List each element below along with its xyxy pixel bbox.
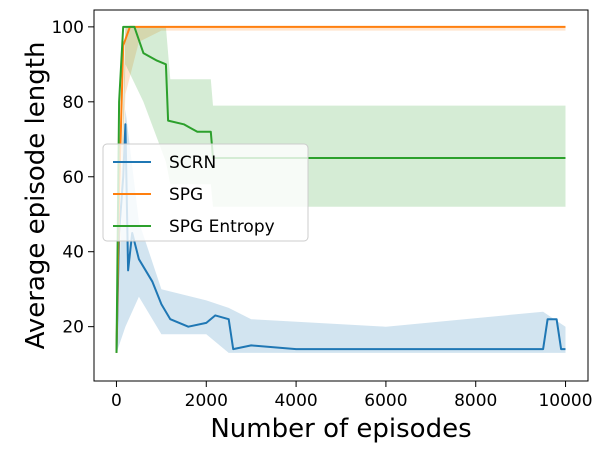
x-tick-label: 8000 xyxy=(454,391,497,411)
y-tick-label: 20 xyxy=(62,318,84,338)
series-line-spg xyxy=(115,25,566,353)
legend-label: SPG Entropy xyxy=(169,217,275,237)
y-tick-label: 40 xyxy=(62,243,84,263)
y-axis-label: Average episode length xyxy=(21,42,51,350)
legend-label: SPG xyxy=(169,185,203,205)
series-line-spg-entropy xyxy=(115,25,566,353)
legend: SCRN SPG SPG Entropy xyxy=(102,143,309,242)
x-tick-label: 2000 xyxy=(185,391,228,411)
x-axis-ticks: 0 2000 4000 6000 8000 10000 xyxy=(111,381,593,411)
confidence-bands xyxy=(116,26,566,353)
band-spg-entropy xyxy=(116,26,566,353)
x-tick-label: 0 xyxy=(111,391,122,411)
y-axis-ticks: 20 40 60 80 100 xyxy=(52,18,94,338)
plot-frame xyxy=(93,9,589,382)
y-tick-label: 80 xyxy=(62,93,84,113)
y-tick-label: 100 xyxy=(52,18,84,38)
legend-label: SCRN xyxy=(169,153,216,173)
y-tick-label: 60 xyxy=(62,168,84,188)
series-line-scrn xyxy=(115,123,566,353)
x-tick-label: 6000 xyxy=(364,391,407,411)
legend-box xyxy=(102,143,309,242)
x-tick-label: 10000 xyxy=(538,391,592,411)
x-tick-label: 4000 xyxy=(274,391,317,411)
x-axis-label: Number of episodes xyxy=(210,414,471,444)
band-scrn xyxy=(116,109,566,353)
series-lines xyxy=(115,25,566,353)
